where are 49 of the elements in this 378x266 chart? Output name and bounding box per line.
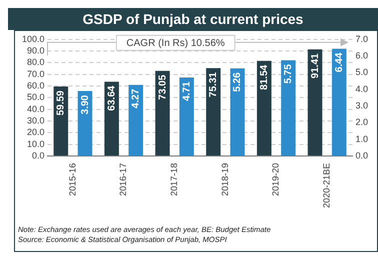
y2-tick-label: 7.0 bbox=[355, 34, 368, 44]
bar bbox=[206, 68, 221, 156]
x-tick-label: 2018-19 bbox=[220, 162, 230, 196]
y-tick-label: 80.0 bbox=[26, 57, 45, 68]
y2-tick-label: 4.0 bbox=[355, 84, 368, 94]
data-label: 3.90 bbox=[80, 94, 91, 114]
y-tick-label: 100.0 bbox=[22, 34, 45, 44]
y-tick-label: 70.0 bbox=[26, 68, 45, 79]
bar bbox=[230, 68, 245, 156]
y-tick-label: 10.0 bbox=[26, 138, 45, 149]
data-label: 63.64 bbox=[106, 85, 118, 111]
data-label: 73.05 bbox=[157, 74, 168, 100]
y-tick-label: 50.0 bbox=[26, 92, 45, 102]
y-tick-label: 60.0 bbox=[26, 80, 45, 91]
chart-title: GSDP of Punjab at current prices bbox=[8, 8, 378, 30]
bar bbox=[78, 91, 92, 156]
y2-tick-label: 1.0 bbox=[355, 134, 368, 144]
y2-tick-label: 2.0 bbox=[355, 117, 368, 128]
y-tick-label: 20.0 bbox=[26, 127, 45, 138]
y2-tick-label: 3.0 bbox=[355, 100, 368, 110]
data-label: 4.71 bbox=[181, 81, 192, 101]
data-label: 91.41 bbox=[310, 52, 321, 78]
data-label: 5.26 bbox=[232, 72, 244, 92]
y-tick-label: 30.0 bbox=[26, 115, 45, 126]
y2-tick-label: 6.0 bbox=[355, 50, 368, 61]
data-label: 75.31 bbox=[208, 72, 220, 98]
y2-tick-label: 0.0 bbox=[355, 150, 368, 160]
bar bbox=[332, 48, 346, 156]
data-label: 6.44 bbox=[334, 52, 345, 72]
x-tick-label: 2016-17 bbox=[118, 162, 128, 196]
data-label: 81.54 bbox=[258, 64, 270, 90]
data-label: 4.27 bbox=[130, 88, 142, 108]
x-tick-label: 2019-20 bbox=[270, 162, 281, 196]
x-tick-label: 2020-21BE bbox=[322, 162, 332, 208]
bar bbox=[155, 70, 170, 156]
y-tick-label: 40.0 bbox=[26, 104, 45, 114]
x-tick-label: 2015-16 bbox=[67, 162, 78, 196]
data-label: 59.59 bbox=[56, 90, 67, 116]
bar bbox=[179, 78, 194, 156]
bar bbox=[308, 49, 322, 156]
annotation: CAGR (In Rs) 10.56% bbox=[126, 38, 225, 50]
y-tick-label: 90.0 bbox=[26, 46, 45, 56]
bar bbox=[128, 84, 144, 156]
x-tick-label: 2017-18 bbox=[169, 162, 180, 196]
y-tick-label: 0.0 bbox=[32, 150, 45, 160]
y2-tick-label: 5.0 bbox=[355, 67, 368, 78]
data-label: 5.75 bbox=[283, 64, 294, 84]
bar bbox=[281, 60, 296, 156]
bar bbox=[256, 60, 272, 156]
